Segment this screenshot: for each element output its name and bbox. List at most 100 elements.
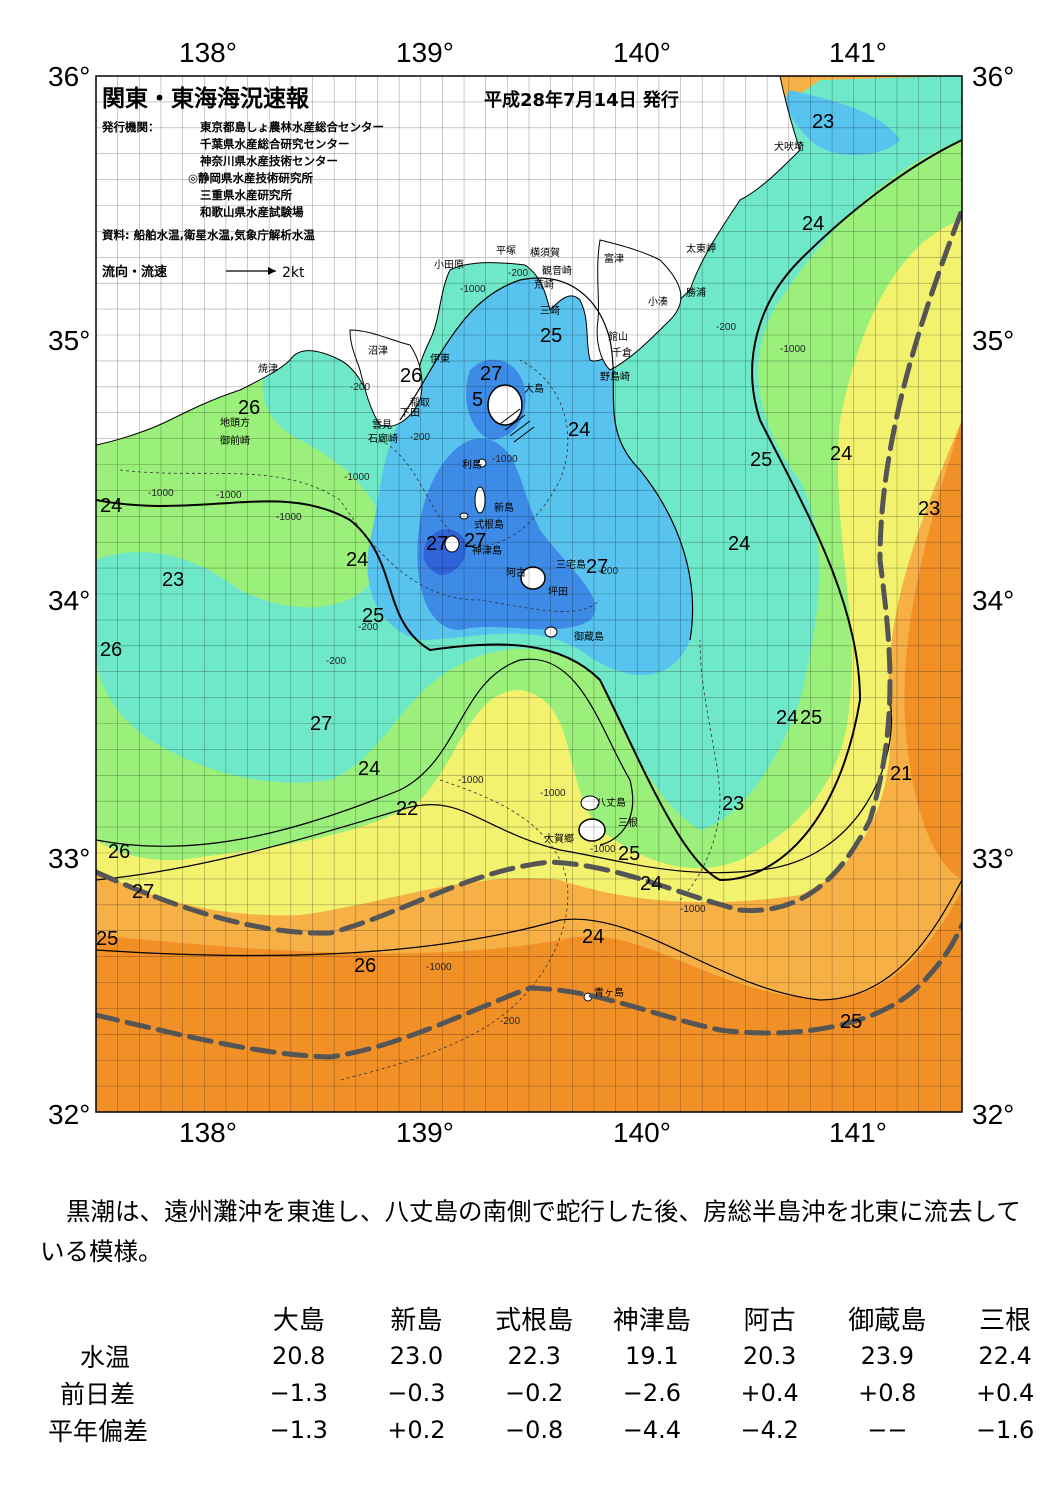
place-mikurajima: 御蔵島 [574,630,604,643]
agency-item: 東京都島しょ農林水産総合センター [200,120,384,134]
depth-label: -200 [350,382,370,393]
place-katsuura: 勝浦 [686,286,706,299]
isotherm-label: 25 [618,843,640,865]
place-jitokata: 地頭方 [220,416,250,429]
isotherm-label: 24 [358,758,380,780]
isotherm-label: 25 [840,1011,862,1033]
lat-label-right: 34° [972,585,1014,616]
station-name: 神津島 [612,1306,691,1336]
isotherm-label: 24 [100,495,122,517]
isotherm-label: 25 [362,605,384,627]
observation-table: 大島 新島 式根島 神津島 阿古 御蔵島 三根 水温 20.8 23.0 22.… [40,1300,1064,1448]
island-mikurajima [544,626,558,638]
place-irozaki: 石廊崎 [368,432,398,445]
depth-label: -1000 [460,284,486,295]
table-row: 平年偏差 −1.3 +0.2 −0.8 −4.4 −4.2 −− −1.6 [40,1411,1064,1448]
land-izu [349,329,423,427]
place-futtsu: 富津 [604,252,624,265]
table-cell: −1.6 [975,1415,1035,1444]
lat-label-right: 35° [972,325,1014,356]
depth-label: -200 [500,1016,520,1027]
isotherm-label: 26 [100,639,122,661]
isotherm-label: 26 [108,841,130,863]
lat-label-right: 33° [972,843,1014,874]
place-kominato: 小湊 [648,295,668,308]
isotherm-24-line [96,658,634,847]
island-hachijojima [578,818,606,842]
depth-label: -200 [358,622,378,633]
table-cell: +0.8 [858,1378,917,1407]
table-cell: −− [867,1415,908,1444]
island-shikinejima [459,512,469,520]
row-label: 水温 [80,1342,131,1372]
table-cell: +0.4 [740,1378,799,1407]
row-label: 平年偏差 [48,1416,149,1446]
zone-22 [417,438,596,630]
depth-label: -1000 [426,962,452,973]
depth-label: -1000 [148,488,174,499]
isotherm-label: 25 [540,325,562,347]
station-name: 式根島 [495,1306,574,1336]
depth-label: -200 [410,432,430,443]
place-aogashima: 青ヶ島 [594,986,624,999]
isotherm-23-line [399,277,694,641]
kuroshio-axis [96,207,962,1060]
issue-date: 平成28年7月14日 発行 [484,89,679,111]
lat-label-left: 35° [48,325,90,356]
station-header-corner [40,1300,240,1337]
table-cell: 19.1 [625,1341,679,1370]
isotherm-label: 24 [640,873,662,895]
place-kumomi: 雲見 [372,419,392,431]
place-okago: 大賀郷 [544,832,574,845]
isotherm-27-line [96,879,962,1001]
table-cell: 23.9 [860,1341,915,1370]
place-misaki: 三崎 [540,304,560,317]
station-name: 御蔵島 [848,1306,927,1336]
place-omaezaki: 御前崎 [220,434,250,447]
place-arasaki: 荒崎 [534,278,554,291]
table-cell: +0.4 [975,1378,1035,1407]
depth-label: -1000 [458,775,484,786]
current-legend-label: 流向・流速 [102,264,167,280]
depth-label: -1000 [780,344,806,355]
depth-label: -200 [508,268,528,279]
kuroshio-summary: 黒潮は、遠州灘沖を東進し、八丈島の南側で蛇行した後、房総半島沖を北東に流去してい… [40,1197,1021,1266]
isotherm-25-line [96,139,962,882]
depth-label: -1000 [590,844,616,855]
lon-label-bottom: 141° [829,1117,887,1148]
island-miyakejima [520,566,546,590]
lat-label-right: 32° [972,1099,1014,1130]
lon-label-bottom: 140° [613,1117,671,1148]
place-numazu: 沼津 [368,344,388,357]
zone-28 [96,890,962,1112]
agency-item: 千葉県水産総合研究センター [200,137,350,151]
depth-label: -1000 [680,904,706,915]
lon-label-bottom: 138° [179,1117,237,1148]
place-nojimazaki: 野島崎 [600,370,630,383]
kuroshio-axis-north [96,207,962,936]
table-cell: 23.0 [389,1341,444,1370]
isotherm-label: 24 [346,549,368,571]
island-kozushima [444,535,460,553]
isotherm-label: 23 [812,111,834,133]
temperature-fill-layer [96,76,962,1112]
place-niijima: 新島 [494,501,514,514]
table-cell: −1.3 [269,1378,328,1407]
current-legend-arrowhead [268,267,276,275]
isotherm-label: 25 [800,707,822,729]
place-ito: 伊東 [430,352,450,365]
agency-item: ◎静岡県水産技術研究所 [188,171,314,185]
station-name: 阿古 [743,1306,796,1336]
lat-label-left: 36° [48,61,90,92]
agency-item: 和歌山県水産試験場 [200,205,304,219]
place-kannonzaki: 観音崎 [542,264,572,277]
table-cell: 20.3 [742,1341,797,1370]
place-tsubota: 坪田 [548,585,568,598]
isotherm-label: 26 [400,365,422,387]
station-name: 新島 [390,1306,443,1336]
place-tateyama: 館山 [608,330,628,343]
place-yaizu: 焼津 [258,363,278,375]
table-cell: −2.6 [622,1378,682,1407]
place-chikura: 千倉 [612,346,632,359]
